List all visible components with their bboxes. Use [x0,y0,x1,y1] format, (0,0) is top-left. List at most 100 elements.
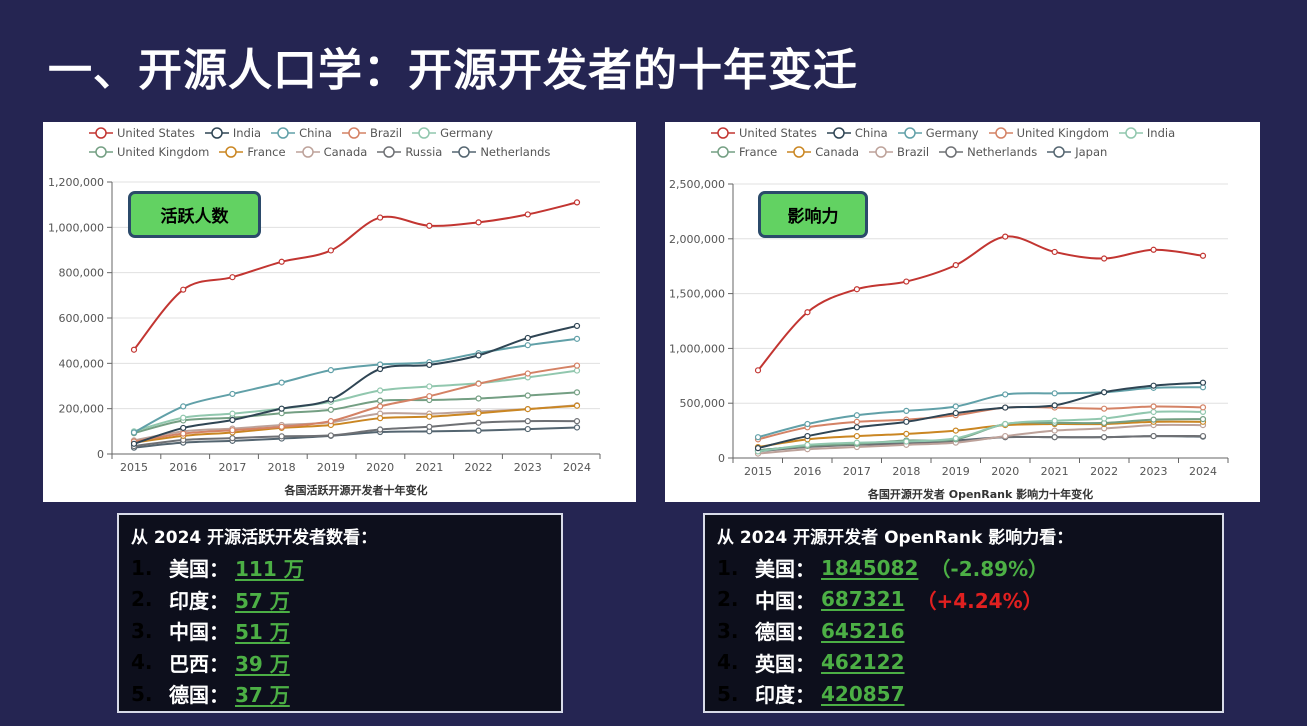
y-tick-label: 800,000 [59,267,105,280]
legend-item[interactable]: Canada [787,145,859,159]
series-line [133,391,578,435]
legend-label: Canada [815,145,860,159]
rank-number: 3. [131,618,153,643]
series-line [133,404,578,444]
legend-label: Brazil [897,145,930,159]
legend-label: Japan [1075,145,1108,159]
legend-item[interactable]: Germany [897,126,979,140]
legend-item[interactable]: India [1118,126,1175,140]
legend-label: Germany [440,126,493,140]
data-point [903,418,910,425]
country-label: 德国： [169,683,229,708]
legend-item[interactable]: United States [89,126,195,140]
legend-line-circle-icon [869,146,894,158]
data-point [1002,391,1009,398]
x-tick-label: 2024 [1189,465,1217,478]
legend-item[interactable]: China [826,126,888,140]
value: 687321 [821,587,905,612]
legend-item[interactable]: Brazil [341,126,402,140]
country-label: 印度： [169,588,229,613]
legend-item[interactable]: Japan [1047,145,1107,159]
legend-line-circle-icon [711,127,735,139]
series-line [133,337,578,434]
legend-line-circle-icon [988,127,1013,139]
value: 1845082 [821,555,919,580]
legend-item[interactable]: United Kingdom [988,126,1109,140]
x-tick-label: 2017 [218,461,246,474]
data-point [804,309,811,316]
data-point [1150,432,1157,440]
data-point [853,424,860,431]
legend-item[interactable]: France [711,145,777,159]
data-point [327,418,334,425]
active-summary-box: 从 2024 开源活跃开发者数看： 1. 美国： 111 万 2. 印度： 57 万 3. 中… [117,513,563,713]
legend-item[interactable]: Brazil [869,145,929,159]
legend-item[interactable]: United States [711,126,817,140]
series-line [757,386,1204,439]
legend-item[interactable]: Netherlands [452,145,550,159]
chart-badge: 活跃人数 [128,191,261,238]
legend-label: United Kingdom [117,145,210,159]
x-tick-label: 2018 [268,461,296,474]
data-point [377,365,384,373]
data-point [475,395,482,402]
data-point [377,415,384,422]
data-point [1199,432,1207,440]
legend-item[interactable]: United Kingdom [89,145,209,159]
x-axis-label: 各国活跃开源开发者十年变化 [284,483,428,497]
legend-item[interactable]: Netherlands [939,145,1037,159]
y-tick-label: 1,200,000 [48,176,104,189]
country-label: 德国： [755,620,815,645]
data-point [475,427,482,434]
x-tick-label: 2018 [892,465,920,478]
data-point [804,420,811,428]
legend-line-circle-icon [787,146,812,158]
data-point [573,389,581,396]
legend-line-circle-icon [89,146,113,158]
legend-item[interactable]: Russia [377,145,442,159]
x-tick-label: 2017 [843,465,871,478]
data-point [573,362,581,369]
legend-item[interactable]: Canada [295,145,367,159]
legend-label: China [854,126,888,140]
data-point [573,402,581,409]
data-point [229,410,236,417]
y-tick-label: 1,000,000 [669,342,725,355]
legend-item[interactable]: France [219,145,286,159]
ranking-row: 2. 中国： 687321 （+4.24%） [717,584,1210,616]
data-point [1051,434,1058,441]
data-point [377,387,384,394]
data-point [278,405,285,412]
data-point [229,274,236,281]
data-point [1150,403,1157,410]
x-tick-label: 2022 [1090,465,1118,478]
data-point [1002,420,1009,428]
y-tick-label: 400,000 [59,357,105,370]
x-tick-label: 2022 [465,461,493,474]
x-tick-label: 2019 [942,465,970,478]
legend-line-circle-icon [897,127,922,139]
legend-label: United States [117,126,195,140]
y-tick-label: 600,000 [59,312,105,325]
value: 462122 [821,650,905,675]
data-point [130,429,138,436]
ranking-row: 3. 中国： 51 万 [131,615,549,647]
legend-label: India [232,126,262,140]
legend-item[interactable]: Germany [412,126,493,140]
rank-number: 1. [717,555,739,580]
legend-label: France [739,145,778,159]
data-point [377,426,384,433]
data-point [1101,389,1108,396]
data-point [1199,404,1207,411]
data-point [327,406,334,413]
data-point [475,380,482,387]
legend-item[interactable]: China [271,126,332,140]
data-point [1101,255,1108,262]
legend-item[interactable]: India [204,126,262,140]
active-developers-chart: United States India China Brazil Germany Unit… [43,122,636,502]
x-tick-label: 2023 [514,461,542,474]
data-point [573,424,581,431]
legend-label: Netherlands [480,145,551,159]
value: 39 万 [235,651,290,676]
data-point [1101,405,1108,412]
